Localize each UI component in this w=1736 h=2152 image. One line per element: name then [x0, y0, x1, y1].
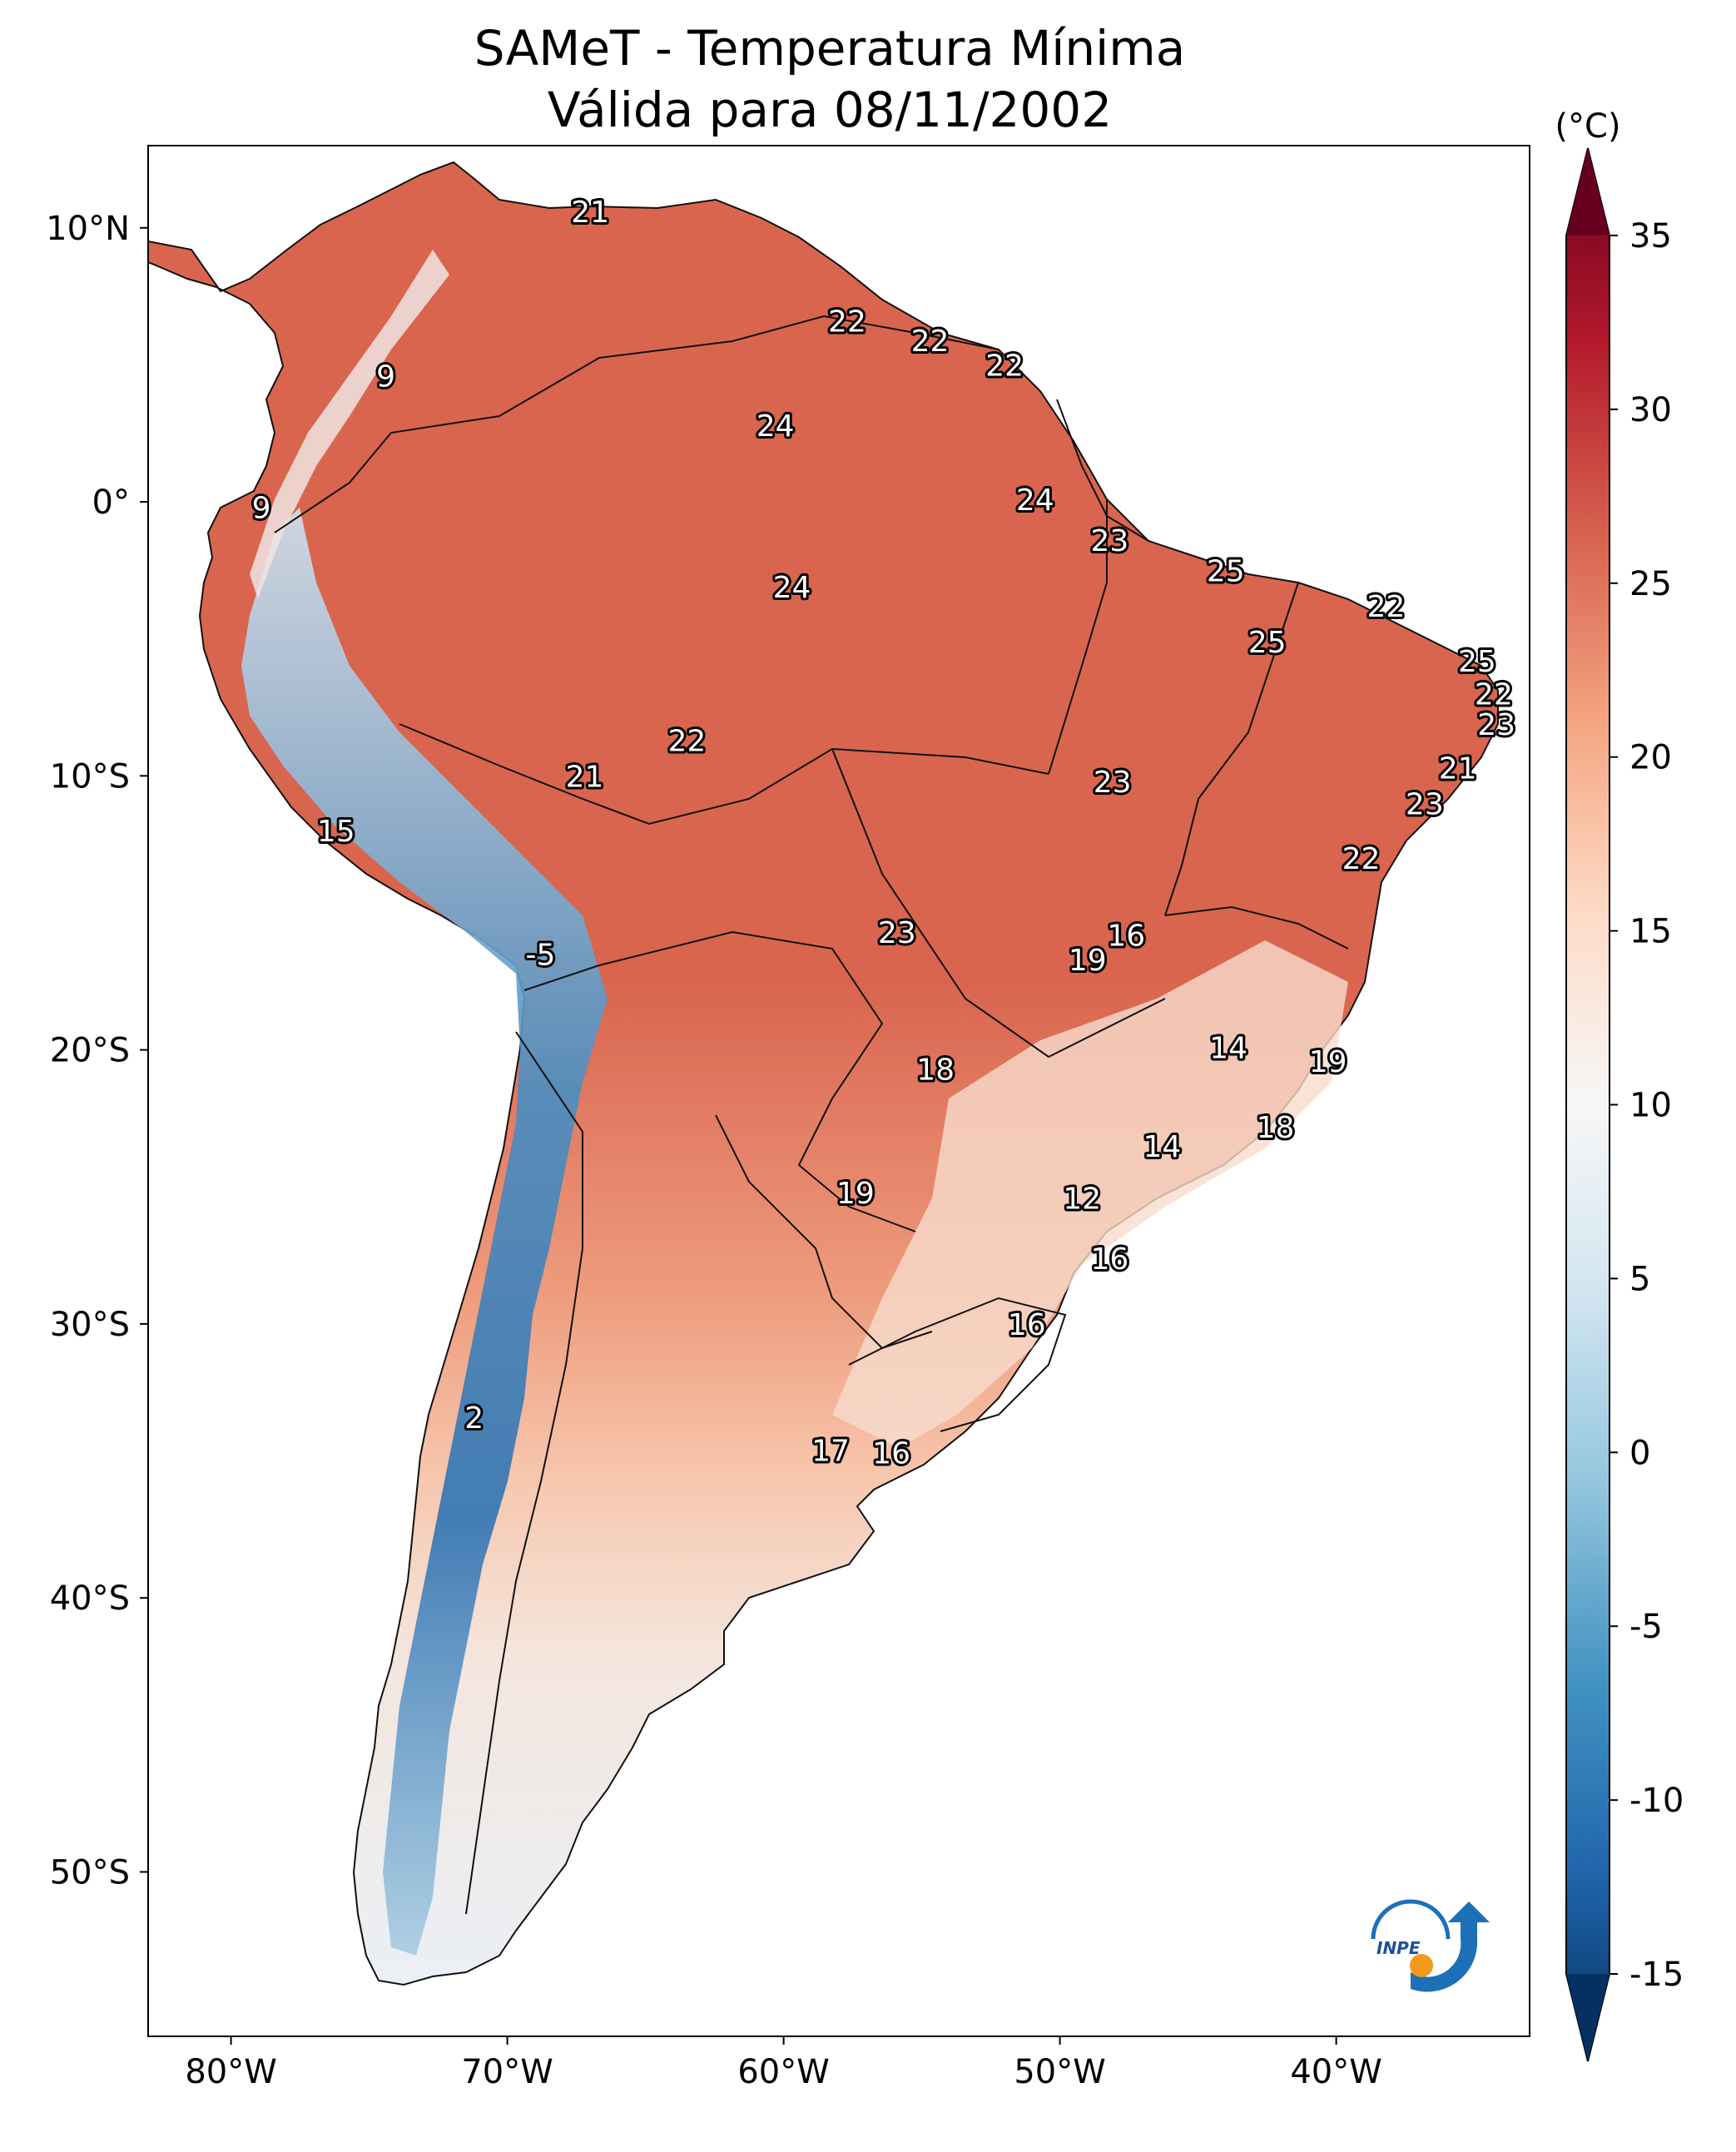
map-title-line2: Válida para 08/11/2002	[548, 82, 1112, 138]
temperature-label: 23	[878, 916, 916, 950]
colorbar-bar	[1565, 147, 1610, 2062]
temperature-label: 24	[773, 571, 811, 605]
temperature-label: 9	[252, 492, 271, 526]
map-title-line1: SAMeT - Temperatura Mínima	[474, 20, 1186, 77]
inpe-logo-text: INPE	[1376, 1938, 1421, 1958]
colorbar-tick-label: 0	[1629, 1434, 1650, 1472]
temperature-label: 9	[376, 360, 395, 394]
colorbar-tick-label: 20	[1629, 739, 1672, 777]
temperature-label: 22	[985, 349, 1024, 383]
temperature-label: 2	[464, 1401, 484, 1435]
temperature-label: 16	[872, 1437, 910, 1471]
temperature-label: 23	[1090, 524, 1128, 558]
lon-tick-label: 70°W	[461, 2053, 553, 2091]
colorbar-tick-label: -15	[1629, 1956, 1684, 1994]
temperature-label: 16	[1090, 1242, 1128, 1277]
temperature-label: 15	[317, 815, 355, 849]
temperature-label: 18	[1257, 1111, 1295, 1145]
temperature-label: 21	[571, 196, 609, 230]
temperature-label: 21	[1439, 751, 1477, 786]
colorbar-tick-label: 25	[1629, 565, 1672, 603]
lon-tick-label: 60°W	[737, 2053, 829, 2091]
lat-tick-label: 10°N	[46, 210, 130, 248]
lon-tick-label: 50°W	[1014, 2053, 1105, 2091]
lat-tick-label: 0°	[92, 483, 130, 522]
temperature-label: 22	[911, 325, 950, 359]
temperature-label: 23	[1406, 787, 1444, 821]
temperature-label: 24	[1016, 483, 1054, 518]
country-borders	[274, 315, 1349, 1915]
temperature-label: 12	[1063, 1182, 1101, 1216]
temperature-label: 17	[811, 1434, 850, 1468]
temperature-label: 19	[836, 1177, 875, 1211]
temperature-label: 22	[667, 725, 706, 759]
temperature-label: 25	[1248, 626, 1287, 660]
colorbar-tick-label: -10	[1629, 1782, 1684, 1820]
map-area	[148, 146, 1530, 2036]
inpe-logo: INPE	[1371, 1899, 1490, 1992]
temperature-label: 16	[1008, 1308, 1046, 1342]
colorbar-tick-label: 5	[1629, 1260, 1650, 1298]
southeast-brazil-cool-region	[832, 940, 1348, 1448]
temperature-label: 22	[1475, 678, 1513, 712]
colorbar: (°C) 35 30 25 20 15 10 5 0 -5 -10 -15	[1555, 107, 1684, 2062]
colorbar-ticks: 35 30 25 20 15 10 5 0 -5 -10 -15	[1610, 217, 1684, 1994]
lon-tick-label: 80°W	[185, 2053, 276, 2091]
temperature-label: 18	[916, 1054, 955, 1088]
lat-tick-label: 50°S	[50, 1853, 130, 1892]
colorbar-tick-label: 30	[1629, 391, 1672, 429]
andes-cold-region	[241, 508, 608, 1956]
colorbar-tick-label: -5	[1629, 1608, 1663, 1646]
temperature-label: 22	[1366, 590, 1405, 624]
temperature-label: -5	[525, 938, 555, 972]
temperature-label: 19	[1309, 1045, 1347, 1079]
lat-tick-label: 10°S	[50, 757, 130, 796]
colorbar-tick-label: 35	[1629, 217, 1672, 255]
temperature-label: 22	[1342, 842, 1381, 876]
lat-tick-label: 20°S	[50, 1032, 130, 1070]
temperature-label: 16	[1107, 919, 1145, 953]
temperature-label: 23	[1477, 708, 1515, 742]
colorbar-tick-label: 10	[1629, 1087, 1672, 1125]
colorbar-unit-label: (°C)	[1555, 107, 1620, 146]
northern-andes-cool-strip	[250, 250, 449, 599]
temperature-label: 22	[828, 305, 866, 340]
lon-tick-label: 40°W	[1290, 2053, 1381, 2091]
temperature-label: 25	[1458, 645, 1496, 679]
map-frame	[147, 145, 1530, 2037]
temperature-label: 21	[566, 760, 604, 794]
temperature-label: 24	[756, 409, 795, 444]
temperature-label: 14	[1143, 1130, 1182, 1164]
colorbar-tick-label: 15	[1629, 913, 1672, 951]
lat-tick-label: 40°S	[50, 1579, 130, 1618]
colorbar-bottom-extension	[1566, 1974, 1610, 2061]
temperature-label: 23	[1094, 766, 1132, 800]
colorbar-top-extension	[1566, 148, 1610, 236]
lat-tick-label: 30°S	[50, 1306, 130, 1344]
temperature-label: 19	[1069, 944, 1107, 978]
temperature-label: 25	[1207, 554, 1245, 588]
axis-ticks: 80°W 70°W 60°W 50°W 40°W 10°N 0° 10°S 20°S 30°S 40…	[46, 210, 1382, 2091]
temperature-label: 14	[1209, 1031, 1247, 1065]
